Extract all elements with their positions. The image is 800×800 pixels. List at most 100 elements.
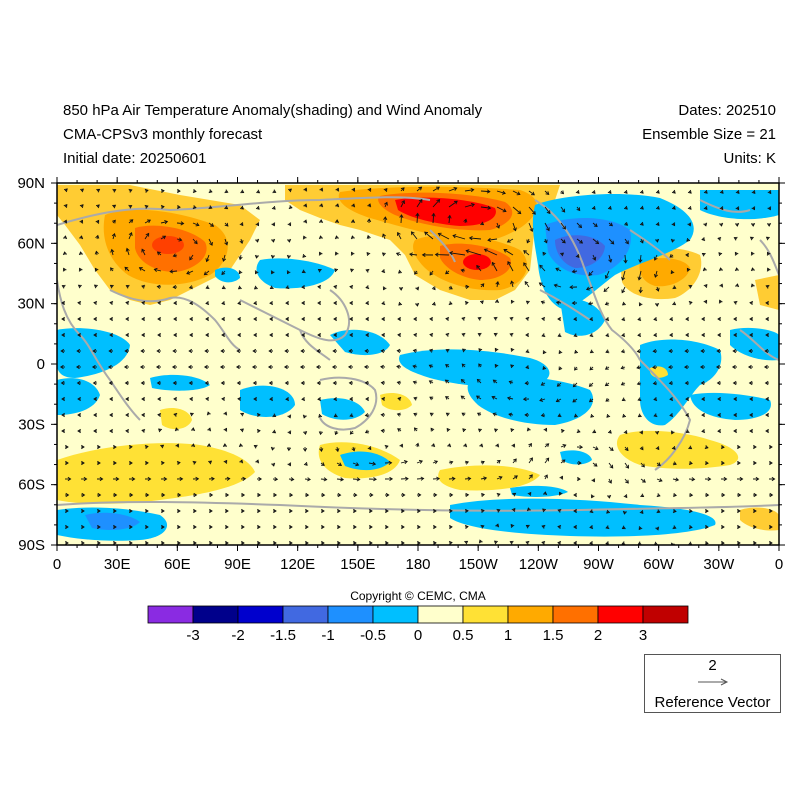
wind-arrow bbox=[112, 460, 117, 466]
wind-arrow bbox=[207, 427, 212, 432]
wind-arrow bbox=[366, 251, 371, 256]
wind-arrow bbox=[445, 412, 450, 417]
wind-arrow bbox=[748, 380, 754, 386]
wind-arrow bbox=[400, 476, 409, 481]
wind-arrow bbox=[176, 476, 184, 482]
wind-arrow bbox=[747, 364, 754, 370]
wind-arrow bbox=[63, 203, 68, 208]
wind-arrow bbox=[176, 221, 185, 226]
wind-arrow bbox=[544, 206, 551, 215]
wind-arrow bbox=[480, 492, 485, 497]
wind-arrow bbox=[365, 396, 370, 402]
wind-arrow bbox=[415, 212, 420, 224]
wind-arrow bbox=[173, 300, 178, 306]
wind-arrow bbox=[240, 412, 245, 417]
lat-tick-label: 90N bbox=[17, 175, 45, 192]
wind-arrow bbox=[480, 476, 488, 481]
wind-arrow bbox=[416, 492, 422, 498]
wind-arrow bbox=[60, 348, 65, 354]
wind-arrow bbox=[144, 524, 149, 530]
colorbar-label: -2 bbox=[231, 627, 244, 644]
wind-arrow bbox=[205, 254, 210, 263]
wind-arrow bbox=[301, 269, 306, 274]
wind-arrow bbox=[639, 510, 644, 515]
wind-arrow bbox=[592, 254, 597, 261]
wind-arrow bbox=[381, 301, 386, 306]
wind-arrow bbox=[699, 364, 706, 370]
wind-arrow bbox=[288, 205, 293, 210]
wind-arrow bbox=[384, 201, 388, 208]
wind-arrow bbox=[208, 540, 213, 545]
wind-arrow bbox=[299, 364, 306, 370]
wind-arrow bbox=[416, 508, 421, 514]
wind-arrow bbox=[624, 238, 629, 245]
wind-arrow bbox=[750, 283, 755, 288]
wind-arrow bbox=[576, 476, 581, 482]
wind-arrow bbox=[368, 461, 377, 466]
wind-arrow bbox=[61, 316, 66, 322]
wind-arrow bbox=[285, 300, 290, 306]
wind-arrow bbox=[736, 508, 741, 514]
wind-arrow bbox=[431, 286, 436, 291]
wind-arrow bbox=[525, 540, 530, 545]
wind-arrow bbox=[576, 429, 581, 434]
wind-arrow bbox=[719, 283, 724, 288]
wind-arrow bbox=[77, 412, 82, 418]
wind-arrow bbox=[287, 414, 292, 419]
wind-arrow bbox=[109, 412, 114, 418]
wind-arrow bbox=[203, 270, 210, 276]
wind-arrow bbox=[109, 396, 114, 402]
wind-arrow bbox=[271, 238, 276, 243]
wind-arrow bbox=[732, 380, 738, 386]
wind-arrow bbox=[381, 252, 386, 257]
wind-arrow bbox=[61, 284, 66, 289]
wind-arrow bbox=[588, 398, 594, 403]
wind-arrow bbox=[288, 508, 293, 514]
wind-arrow bbox=[652, 349, 658, 354]
wind-arrow bbox=[653, 413, 658, 418]
wind-arrow bbox=[192, 524, 197, 530]
wind-arrow bbox=[172, 348, 177, 354]
wind-arrow bbox=[125, 412, 130, 418]
wind-arrow bbox=[141, 396, 146, 402]
wind-arrow bbox=[558, 366, 563, 371]
wind-arrow bbox=[749, 396, 754, 402]
wind-arrow bbox=[476, 378, 482, 384]
wind-arrow bbox=[112, 492, 118, 498]
wind-arrow bbox=[400, 200, 405, 208]
wind-arrow bbox=[460, 378, 466, 384]
wind-arrow bbox=[736, 540, 741, 545]
initial-date-text: Initial date: 20250601 bbox=[63, 150, 207, 167]
wind-arrow bbox=[367, 187, 372, 192]
wind-arrow bbox=[672, 301, 677, 306]
wind-arrow bbox=[432, 492, 438, 498]
wind-arrow bbox=[80, 444, 85, 450]
wind-arrow bbox=[238, 270, 243, 275]
wind-arrow bbox=[240, 540, 245, 545]
wind-arrow bbox=[717, 396, 722, 402]
wind-arrow bbox=[157, 316, 162, 322]
wind-arrow bbox=[768, 460, 773, 466]
wind-arrow bbox=[61, 300, 66, 306]
wind-arrow bbox=[701, 252, 706, 257]
wind-arrow bbox=[285, 316, 290, 322]
wind-arrow bbox=[560, 190, 565, 195]
wind-arrow bbox=[287, 238, 292, 243]
wind-arrow bbox=[494, 363, 499, 368]
wind-arrow bbox=[512, 492, 517, 497]
wind-arrow bbox=[670, 238, 675, 243]
wind-arrow bbox=[367, 446, 372, 451]
wind-arrow bbox=[589, 317, 594, 322]
wind-arrow bbox=[574, 349, 579, 354]
wind-arrow bbox=[491, 261, 498, 272]
wind-arrow bbox=[702, 267, 707, 272]
wind-arrow bbox=[542, 350, 547, 355]
wind-arrow bbox=[224, 508, 229, 514]
wind-arrow bbox=[333, 396, 338, 402]
wind-arrow bbox=[464, 187, 475, 193]
wind-arrow bbox=[494, 347, 499, 352]
wind-arrow bbox=[333, 316, 338, 322]
wind-arrow bbox=[319, 187, 324, 192]
wind-arrow bbox=[317, 268, 322, 273]
wind-arrow bbox=[188, 380, 194, 386]
